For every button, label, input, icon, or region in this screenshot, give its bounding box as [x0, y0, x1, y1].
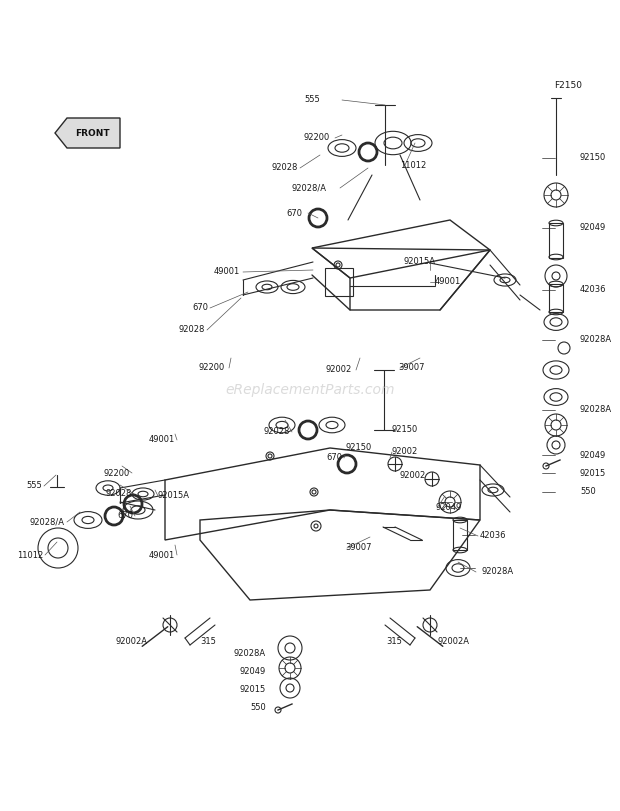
Text: eReplacementParts.com: eReplacementParts.com: [225, 383, 395, 397]
Text: F2150: F2150: [554, 80, 582, 89]
Text: 92028: 92028: [264, 427, 290, 436]
Text: 670: 670: [192, 303, 208, 312]
Text: 92150: 92150: [580, 153, 606, 162]
Text: 92150: 92150: [346, 444, 372, 453]
Text: 42036: 42036: [480, 531, 507, 540]
Text: 92028A: 92028A: [580, 406, 612, 414]
Text: 670: 670: [286, 208, 302, 217]
Text: 92028: 92028: [272, 164, 298, 173]
Text: 315: 315: [386, 637, 402, 646]
Polygon shape: [55, 118, 120, 148]
Text: 92015A: 92015A: [158, 491, 190, 500]
Text: 92028A: 92028A: [234, 650, 266, 659]
Text: 42036: 42036: [580, 285, 606, 294]
Text: 92002A: 92002A: [116, 637, 148, 646]
Text: 49001: 49001: [214, 268, 240, 277]
Text: 92028: 92028: [105, 490, 132, 499]
Text: 92028: 92028: [179, 325, 205, 334]
Bar: [549, 284, 563, 312]
Text: 92200: 92200: [104, 469, 130, 478]
Text: 49001: 49001: [149, 551, 175, 560]
Text: 49001: 49001: [149, 436, 175, 444]
Text: FRONT: FRONT: [74, 128, 109, 138]
Text: 92002A: 92002A: [438, 637, 470, 646]
Text: 49001: 49001: [435, 277, 461, 286]
Text: 92002: 92002: [392, 448, 419, 457]
Text: 92015: 92015: [240, 685, 266, 694]
Text: 550: 550: [580, 487, 596, 496]
Text: 11012: 11012: [400, 161, 427, 169]
Text: 550: 550: [250, 703, 266, 713]
Text: 92002: 92002: [400, 470, 427, 479]
Text: 92150: 92150: [391, 426, 417, 435]
Bar: [453, 520, 467, 550]
Text: 92028A: 92028A: [482, 568, 514, 577]
Text: 39007: 39007: [345, 543, 371, 552]
Text: 92028/A: 92028/A: [30, 517, 65, 526]
Text: 11012: 11012: [17, 551, 43, 560]
Text: 92200: 92200: [304, 134, 330, 143]
Bar: [549, 223, 563, 258]
Text: 92049: 92049: [435, 504, 461, 513]
Text: 92049: 92049: [240, 667, 266, 676]
Text: 92028/A: 92028/A: [291, 183, 326, 192]
Text: 670: 670: [326, 453, 342, 462]
Text: 555: 555: [26, 482, 42, 491]
Text: 670: 670: [117, 512, 133, 521]
Bar: [325, 268, 353, 296]
Text: 92049: 92049: [580, 450, 606, 460]
Text: 92049: 92049: [580, 224, 606, 233]
Text: 92015A: 92015A: [403, 258, 435, 267]
Text: 92015: 92015: [580, 469, 606, 478]
Text: 92200: 92200: [199, 363, 225, 372]
Text: 555: 555: [304, 95, 320, 104]
Text: 315: 315: [200, 637, 216, 646]
Text: 39007: 39007: [398, 363, 425, 372]
Text: 92028A: 92028A: [580, 336, 612, 345]
Text: 92002: 92002: [326, 366, 352, 375]
